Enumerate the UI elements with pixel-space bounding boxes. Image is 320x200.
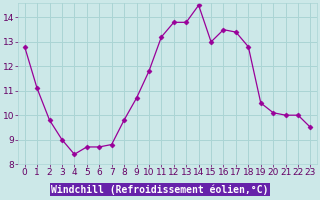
Text: Windchill (Refroidissement éolien,°C): Windchill (Refroidissement éolien,°C)	[51, 184, 269, 195]
